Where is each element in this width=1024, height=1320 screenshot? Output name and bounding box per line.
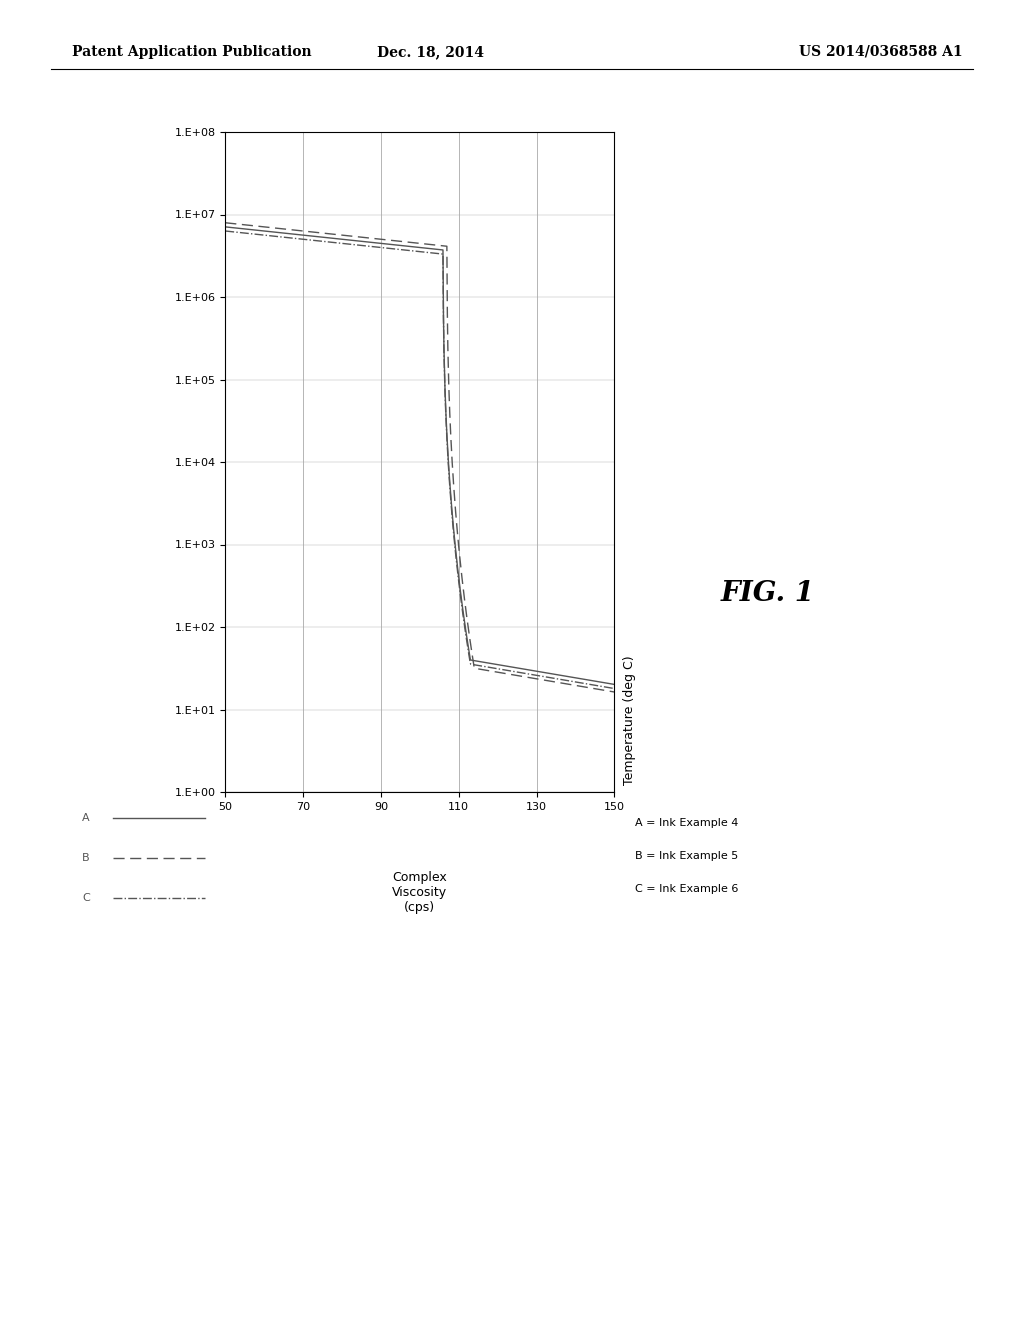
Text: Dec. 18, 2014: Dec. 18, 2014 (377, 45, 483, 59)
Text: Temperature (deg C): Temperature (deg C) (624, 656, 636, 785)
Text: US 2014/0368588 A1: US 2014/0368588 A1 (799, 45, 963, 59)
Text: Patent Application Publication: Patent Application Publication (72, 45, 311, 59)
Text: C = Ink Example 6: C = Ink Example 6 (635, 884, 738, 895)
Text: Complex
Viscosity
(cps): Complex Viscosity (cps) (392, 871, 447, 915)
Text: A: A (82, 813, 89, 824)
Text: FIG. 1: FIG. 1 (721, 581, 815, 607)
Text: C: C (82, 892, 90, 903)
Text: B: B (82, 853, 89, 863)
Text: B = Ink Example 5: B = Ink Example 5 (635, 851, 738, 862)
Text: A = Ink Example 4: A = Ink Example 4 (635, 818, 738, 829)
